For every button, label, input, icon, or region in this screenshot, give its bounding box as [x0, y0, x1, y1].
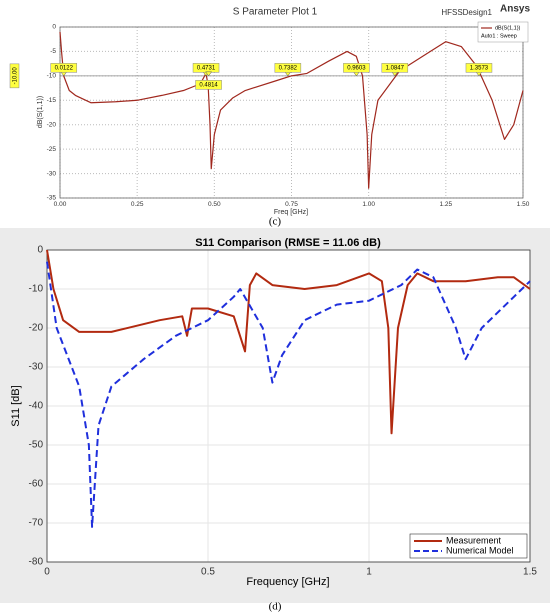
y-tick-label: -10	[47, 73, 57, 80]
x-tick-label: 0.25	[131, 201, 144, 208]
x-tick-label: 0.75	[285, 201, 298, 208]
y-tick-label: -30	[47, 170, 57, 177]
marker-label-bg	[465, 63, 493, 73]
marker-label: 1.0847	[386, 65, 405, 71]
y-tick-label: -20	[47, 121, 57, 128]
legend-label: Numerical Model	[446, 545, 514, 555]
marker-label-bg	[343, 63, 370, 73]
x-tick-label: 0.50	[208, 201, 221, 208]
x-tick-label: 1.50	[517, 201, 530, 208]
legend-box	[477, 21, 529, 43]
y-tick-label: 0	[52, 24, 56, 31]
caption: (c)	[269, 216, 282, 228]
y-tick-label: -15	[47, 97, 57, 104]
y-label: dB(S(1,1))	[37, 96, 44, 128]
series-line	[59, 31, 524, 189]
y-tick-label: -70	[29, 518, 44, 529]
x-tick-label: 1.25	[440, 201, 453, 208]
chart-title: S Parameter Plot 1	[233, 7, 318, 18]
y-tick-label: -80	[29, 557, 44, 568]
y-label: S11 [dB]	[10, 385, 22, 426]
x-tick-label: 0.00	[54, 201, 67, 208]
y-tick-label: -10	[29, 284, 44, 295]
y-tick-label: -35	[47, 195, 57, 202]
marker-label-bg	[274, 63, 302, 73]
y-tick-label: -5	[50, 48, 56, 55]
series-line	[46, 249, 531, 435]
x-tick-label: 1	[366, 567, 372, 578]
marker-label: 0.0122	[55, 65, 74, 71]
x-tick-label: 1.5	[523, 567, 537, 578]
x-tick-label: 0.5	[201, 567, 215, 578]
marker-label: 0.7382	[279, 65, 298, 71]
design-label: HFSSDesign1	[441, 8, 492, 17]
marker-label: 0.4814	[199, 82, 218, 88]
marker-label: 1.3573	[470, 65, 489, 71]
brand: Ansys	[500, 4, 530, 15]
marker-label: 0.9603	[347, 65, 366, 71]
plot-frame	[59, 26, 524, 199]
marker-label-bg	[195, 80, 222, 90]
legend-box	[409, 533, 528, 559]
y-tick-label: -30	[29, 362, 44, 373]
panel-c-bg	[0, 0, 550, 210]
reference-label: -10.00	[13, 67, 19, 85]
y-tick-label: -50	[29, 440, 44, 451]
marker-triangle	[205, 71, 213, 77]
marker-label-bg	[50, 63, 78, 73]
x-label: Freq [GHz]	[274, 209, 308, 216]
legend-subtitle: Auto1 : Sweep	[481, 33, 517, 39]
y-tick-label: 0	[37, 245, 43, 256]
legend-label: dB(S(1,1))	[495, 25, 521, 31]
y-tick-label: -40	[29, 401, 44, 412]
y-tick-label: -25	[47, 146, 57, 153]
y-tick-label: -60	[29, 479, 44, 490]
chart-title: S11 Comparison (RMSE = 11.06 dB)	[195, 237, 381, 249]
marker-label: 0.4731	[197, 65, 216, 71]
reference-tag	[9, 63, 20, 89]
x-tick-label: 1.00	[362, 201, 375, 208]
legend-label: Measurement	[446, 535, 502, 545]
caption: (d)	[269, 601, 282, 613]
y-tick-label: -20	[29, 323, 44, 334]
marker-label-bg	[381, 63, 409, 73]
x-tick-label: 0	[44, 567, 50, 578]
series-line	[46, 261, 531, 528]
plot-frame	[46, 249, 531, 563]
x-label: Frequency [GHz]	[246, 576, 329, 588]
